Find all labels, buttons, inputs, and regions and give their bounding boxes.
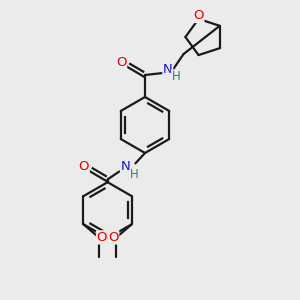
- Text: O: O: [116, 56, 127, 68]
- Text: O: O: [108, 231, 119, 244]
- Text: O: O: [79, 160, 89, 173]
- Text: H: H: [171, 70, 180, 83]
- Text: H: H: [130, 168, 139, 181]
- Text: N: N: [121, 160, 130, 173]
- Text: O: O: [97, 231, 107, 244]
- Text: N: N: [163, 63, 173, 76]
- Text: O: O: [193, 9, 204, 22]
